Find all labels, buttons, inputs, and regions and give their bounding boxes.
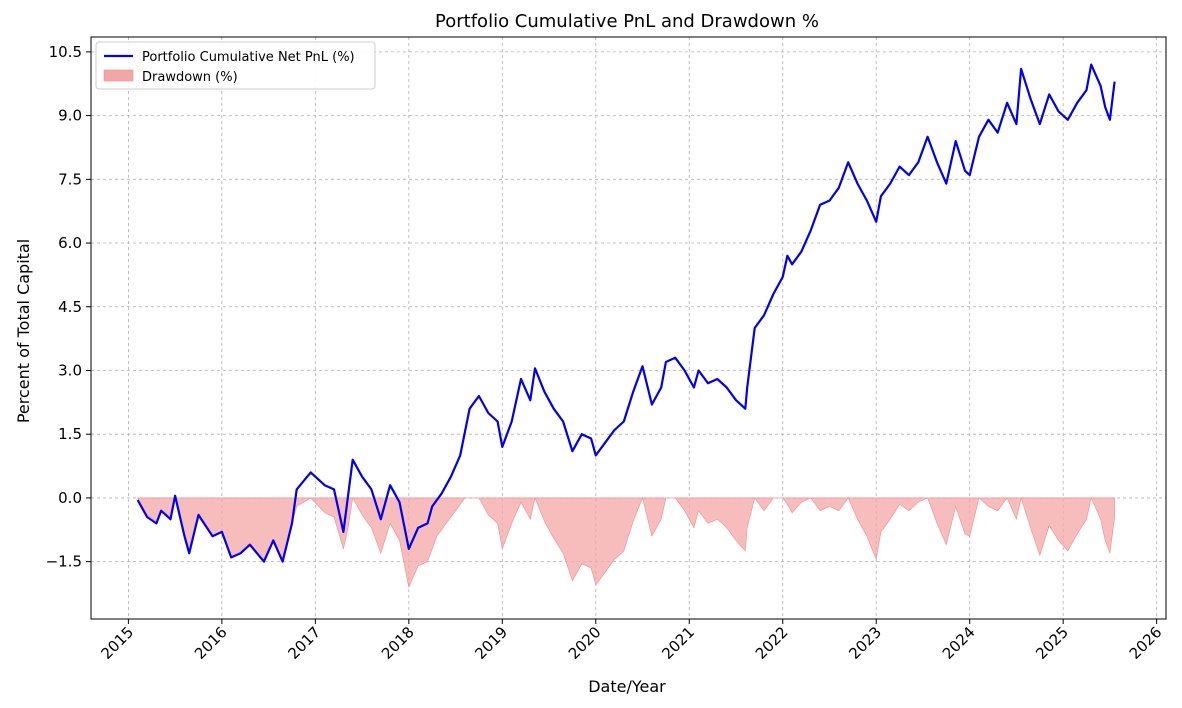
x-tick-label: 2026 — [1126, 623, 1166, 663]
x-tick-label: 2020 — [565, 623, 605, 663]
x-tick-label: 2016 — [191, 623, 231, 663]
y-tick-label: 3.0 — [58, 361, 82, 379]
legend-pnl-label: Portfolio Cumulative Net PnL (%) — [142, 50, 355, 65]
legend-drawdown-swatch — [103, 69, 134, 82]
x-tick-label: 2024 — [939, 623, 979, 663]
x-axis: 2015 2016 2017 2018 2019 2020 2021 2022 2023 2024… — [97, 619, 1165, 663]
y-tick-label: 0.0 — [58, 489, 82, 507]
y-axis-title: Percent of Total Capital — [14, 239, 33, 423]
drawdown-area — [137, 496, 1115, 589]
x-tick-label: 2019 — [471, 623, 511, 663]
y-axis: −1.5 0.0 1.5 3.0 4.5 6.0 7.5 9.0 10.5 — [46, 43, 91, 571]
x-tick-label: 2025 — [1032, 623, 1072, 663]
x-tick-label: 2022 — [752, 623, 792, 663]
y-tick-label: −1.5 — [46, 553, 82, 571]
y-tick-label: 1.5 — [58, 425, 82, 443]
x-tick-label: 2023 — [845, 623, 885, 663]
legend-box — [95, 41, 376, 90]
x-tick-label: 2021 — [658, 623, 698, 663]
y-tick-label: 4.5 — [58, 298, 82, 316]
x-tick-label: 2015 — [97, 623, 137, 663]
x-tick-label: 2018 — [378, 623, 418, 663]
legend: Portfolio Cumulative Net PnL (%) Drawdow… — [95, 41, 376, 90]
y-tick-label: 10.5 — [49, 43, 82, 61]
plot-frame — [90, 36, 1167, 620]
y-tick-label: 9.0 — [58, 107, 82, 125]
y-tick-label: 7.5 — [58, 170, 82, 188]
x-tick-label: 2017 — [284, 623, 324, 663]
legend-drawdown-label: Drawdown (%) — [142, 70, 238, 85]
chart-title: Portfolio Cumulative PnL and Drawdown % — [435, 11, 819, 32]
x-axis-title: Date/Year — [588, 677, 666, 696]
pnl-line — [136, 63, 1116, 563]
y-tick-label: 6.0 — [58, 234, 82, 252]
